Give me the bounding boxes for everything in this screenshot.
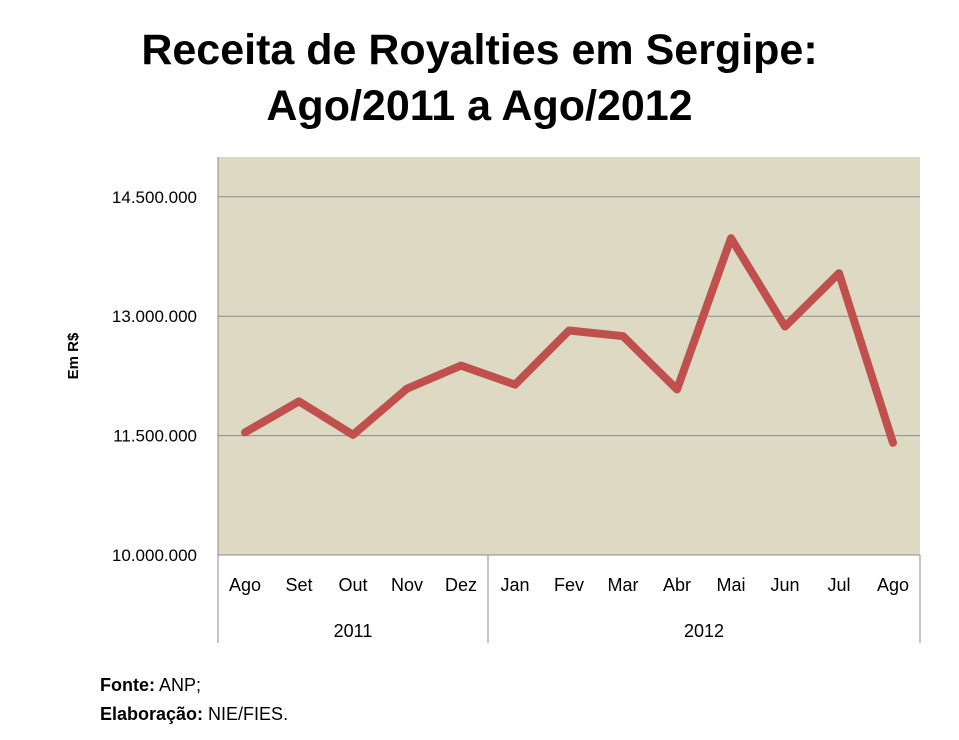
- x-group-label: 2011: [334, 621, 373, 641]
- title-line-1: Receita de Royalties em Sergipe:: [141, 26, 818, 74]
- y-tick-label: 13.000.000: [112, 307, 197, 326]
- plot-area: [218, 157, 920, 555]
- source-note: Fonte: ANP;: [100, 675, 201, 696]
- x-tick-label: Jan: [500, 575, 529, 595]
- source-label: Fonte:: [100, 675, 155, 695]
- y-axis-label: Em R$: [65, 332, 82, 379]
- chart-title: Receita de Royalties em Sergipe: Ago/201…: [0, 22, 959, 134]
- y-tick-label: 10.000.000: [112, 546, 197, 565]
- x-tick-label: Out: [338, 575, 367, 595]
- x-tick-label: Mar: [608, 575, 639, 595]
- elaboration-note: Elaboração: NIE/FIES.: [100, 704, 288, 725]
- elaboration-label: Elaboração:: [100, 704, 204, 724]
- x-tick-label: Fev: [554, 575, 584, 595]
- x-tick-label: Mai: [716, 575, 745, 595]
- x-tick-label: Jul: [827, 575, 850, 595]
- y-tick-label: 14.500.000: [112, 188, 197, 207]
- x-tick-label: Ago: [877, 575, 909, 595]
- elaboration-value: NIE/FIES.: [203, 704, 289, 724]
- source-value: ANP;: [154, 675, 202, 695]
- x-tick-label: Abr: [663, 575, 691, 595]
- x-tick-label: Ago: [229, 575, 261, 595]
- x-tick-label: Jun: [770, 575, 799, 595]
- x-group-label: 2012: [684, 621, 724, 641]
- x-tick-label: Nov: [391, 575, 423, 595]
- title-line-2: Ago/2011 a Ago/2012: [266, 82, 693, 130]
- x-tick-label: Set: [285, 575, 312, 595]
- y-tick-label: 11.500.000: [113, 427, 197, 446]
- x-tick-label: Dez: [445, 575, 477, 595]
